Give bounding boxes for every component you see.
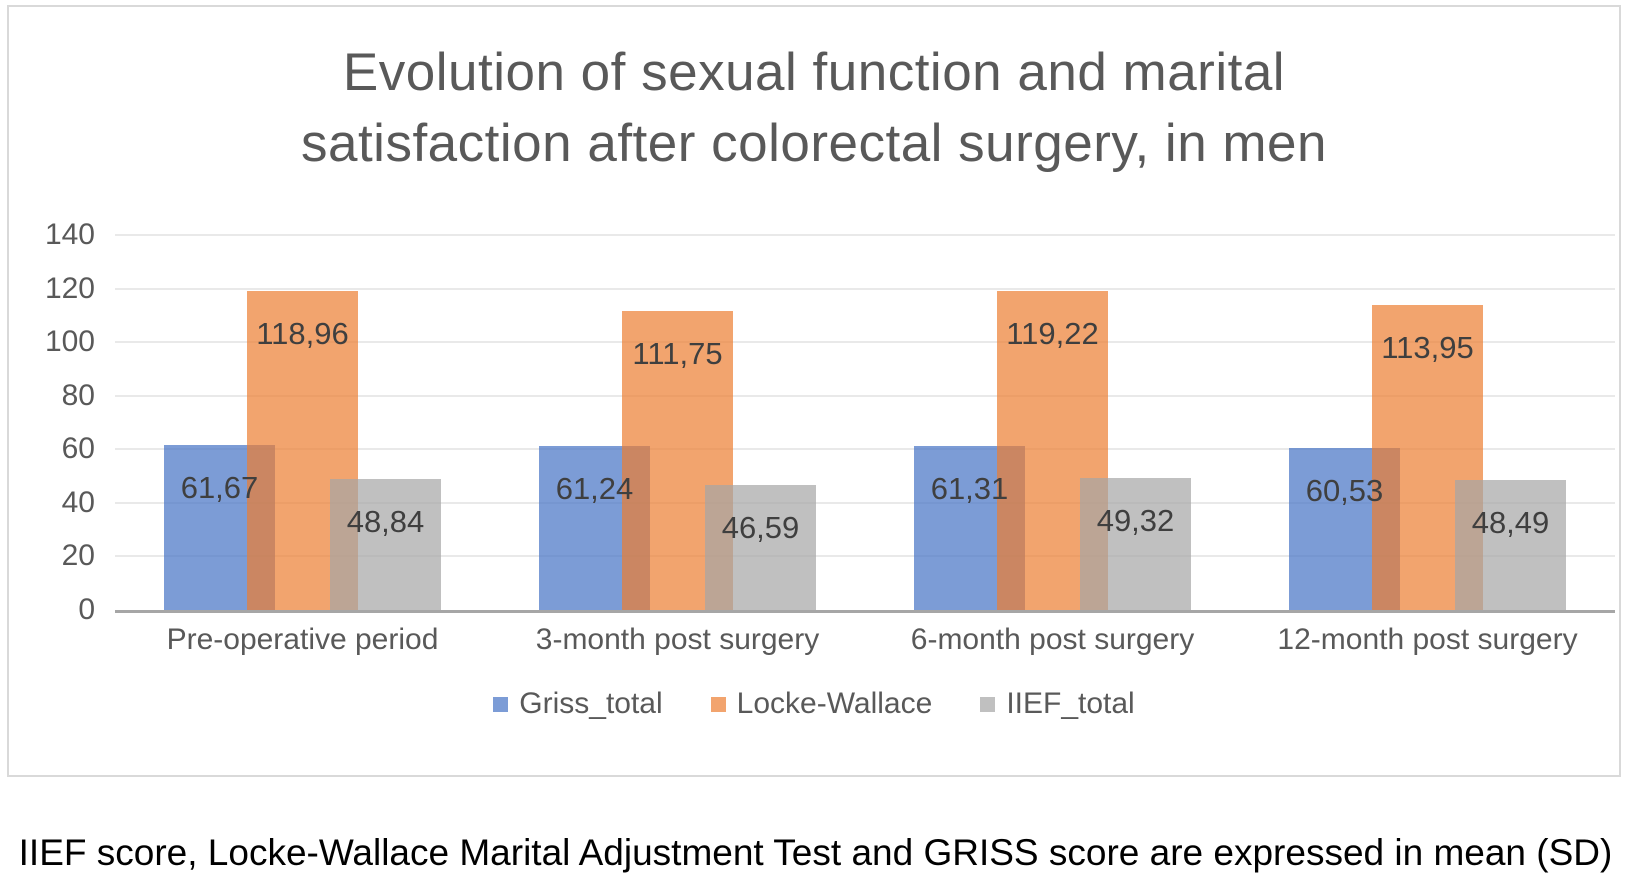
gridline-y-60 xyxy=(115,448,1615,451)
data-label-locke-wallace-1: 118,96 xyxy=(256,316,349,352)
legend-item-griss-total: Griss_total xyxy=(493,687,663,721)
x-category-label-4: 12-month post surgery xyxy=(1277,623,1578,656)
chart-title-line-2: satisfaction after colorectal surgery, i… xyxy=(300,114,1327,174)
y-tick-label-140: 140 xyxy=(44,218,95,251)
data-label-iief-total-3: 49,32 xyxy=(1096,502,1175,538)
chart-card: Evolution of sexual function and marital… xyxy=(7,5,1621,777)
data-label-iief-total-4: 48,49 xyxy=(1471,505,1550,541)
legend-item-iief-total: IIEF_total xyxy=(980,687,1135,721)
legend: Griss_total Locke-Wallace IIEF_total xyxy=(9,687,1619,721)
y-tick-label-60: 60 xyxy=(61,432,95,466)
figure-caption: IIEF score, Locke-Wallace Marital Adjust… xyxy=(18,832,1613,873)
bar-iief-total-4 xyxy=(1455,480,1566,610)
data-label-locke-wallace-4: 113,95 xyxy=(1381,329,1474,365)
data-label-griss-total-3: 61,31 xyxy=(930,470,1009,506)
data-label-griss-total-2: 61,24 xyxy=(555,470,634,506)
legend-label: IIEF_total xyxy=(1006,687,1135,720)
bar-iief-total-1 xyxy=(330,479,441,610)
data-label-griss-total-1: 61,67 xyxy=(180,469,259,505)
legend-item-locke-wallace: Locke-Wallace xyxy=(710,687,933,721)
gridline-y-20 xyxy=(115,555,1615,558)
gridline-y-80 xyxy=(115,394,1615,397)
data-label-iief-total-1: 48,84 xyxy=(346,504,425,540)
chart-title: Evolution of sexual function and marital… xyxy=(9,37,1619,179)
data-label-griss-total-4: 60,53 xyxy=(1305,472,1384,508)
bar-iief-total-3 xyxy=(1080,477,1191,610)
y-tick-label-120: 120 xyxy=(44,271,95,305)
chart-title-line-1: Evolution of sexual function and marital xyxy=(342,43,1286,102)
data-label-locke-wallace-2: 111,75 xyxy=(632,335,723,371)
legend-swatch-icon xyxy=(710,696,726,712)
gridline-y-140 xyxy=(115,234,1615,236)
data-label-locke-wallace-3: 119,22 xyxy=(1006,315,1099,351)
y-tick-label-80: 80 xyxy=(61,378,95,412)
legend-swatch-icon xyxy=(980,696,996,712)
x-category-label-2: 3-month post surgery xyxy=(535,623,820,656)
x-category-label-1: Pre-operative period xyxy=(166,623,439,656)
y-tick-label-100: 100 xyxy=(44,325,95,359)
legend-label: Griss_total xyxy=(519,687,663,720)
x-category-label-3: 6-month post surgery xyxy=(910,623,1195,656)
gridline-y-100 xyxy=(115,341,1615,344)
y-tick-label-0: 0 xyxy=(78,593,95,626)
data-label-iief-total-2: 46,59 xyxy=(721,510,800,546)
y-tick-label-20: 20 xyxy=(61,539,95,573)
x-axis-labels: Pre-operative period 3-month post surgery… xyxy=(115,621,1615,661)
x-axis-line xyxy=(115,610,1615,613)
gridline-y-120 xyxy=(115,287,1615,290)
plot-area: 0 20 40 60 80 100 120 140 61,67 118,96 48,84 61,24 1… xyxy=(45,218,1615,626)
legend-swatch-icon xyxy=(493,696,509,712)
y-tick-label-40: 40 xyxy=(61,485,95,519)
bar-iief-total-2 xyxy=(705,485,816,610)
legend-label: Locke-Wallace xyxy=(736,687,933,720)
gridline-y-40 xyxy=(115,501,1615,504)
